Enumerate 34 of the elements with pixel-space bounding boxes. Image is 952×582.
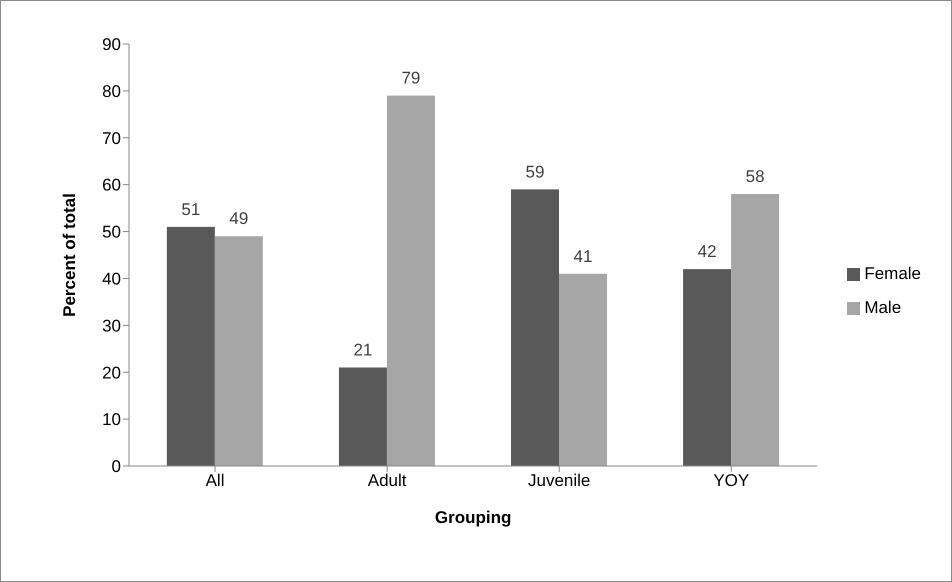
x-tick-label: Adult	[368, 471, 407, 490]
y-tick-label: 30	[102, 316, 121, 336]
bar	[338, 368, 387, 466]
data-label: 49	[229, 209, 248, 228]
x-tick-label: Juvenile	[528, 471, 590, 490]
y-tick-label: 70	[102, 128, 121, 148]
y-tick-label: 90	[102, 35, 121, 54]
y-axis-title: Percent of total	[60, 193, 80, 317]
bar	[683, 269, 732, 466]
data-label: 58	[746, 167, 765, 186]
x-tick-label: YOY	[713, 471, 750, 490]
legend-label: Female	[864, 264, 921, 283]
data-label: 79	[401, 68, 420, 88]
data-label: 42	[698, 242, 717, 262]
data-label: 59	[526, 162, 544, 182]
data-label: 21	[353, 340, 372, 360]
legend-label: Male	[864, 298, 902, 317]
bar	[166, 226, 215, 466]
y-tick-label: 0	[112, 457, 121, 476]
y-tick-label: 10	[102, 410, 121, 430]
bar	[386, 96, 435, 466]
y-tick-label: 20	[102, 363, 121, 382]
bar	[511, 189, 560, 466]
y-tick-label: 40	[102, 269, 121, 288]
x-tick-label: All	[206, 471, 224, 490]
y-tick-label: 80	[102, 82, 121, 101]
bar	[731, 194, 780, 466]
bar	[214, 236, 263, 466]
data-label: 41	[574, 246, 592, 266]
y-tick-label: 50	[102, 222, 121, 242]
bar	[559, 274, 608, 466]
x-axis-title: Grouping	[434, 508, 512, 527]
data-label: 51	[181, 200, 200, 219]
y-tick-label: 60	[102, 176, 121, 195]
